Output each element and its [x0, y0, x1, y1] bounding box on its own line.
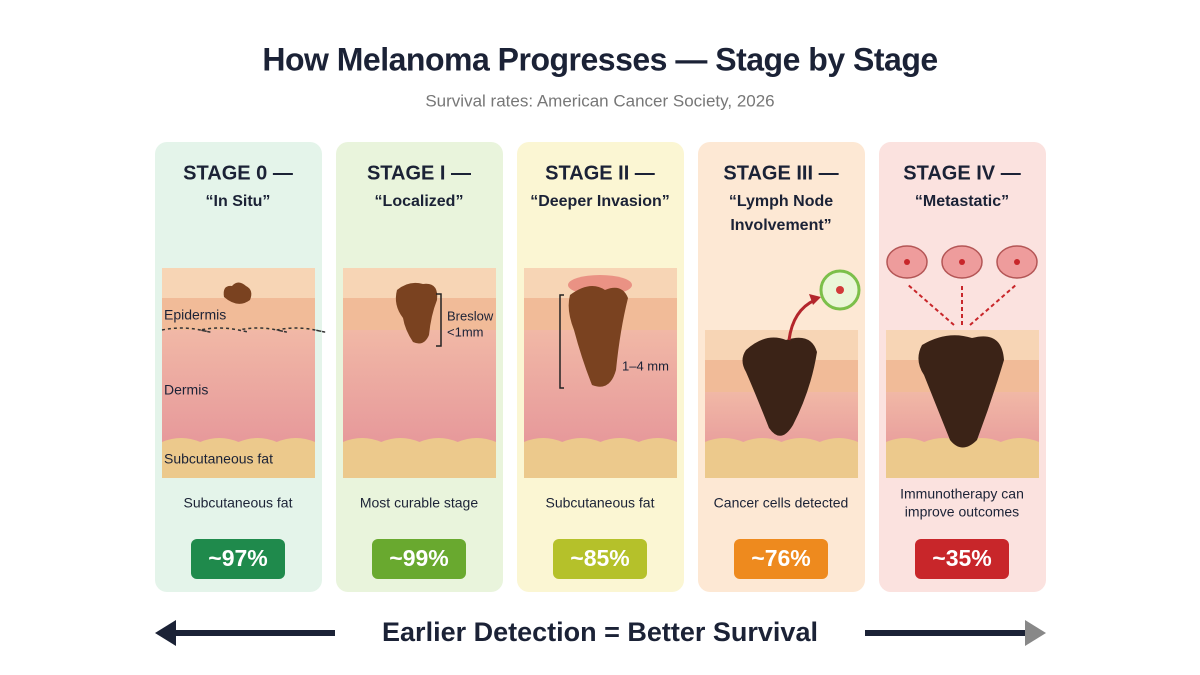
- spread-arrow: [787, 298, 816, 341]
- tumor: [918, 335, 1004, 448]
- stage-card: STAGE 0 — “In Situ” Epidermis Dermis Subcuta…: [155, 142, 326, 592]
- tumor: [223, 282, 252, 304]
- tumor: [742, 337, 817, 436]
- tumor: [395, 282, 438, 344]
- fat-layer: [705, 438, 858, 478]
- layer-label: Dermis: [164, 382, 208, 398]
- survival-rate: ~76%: [751, 545, 810, 571]
- stage-name: “In Situ”: [206, 193, 271, 210]
- stage-card: STAGE I — “Localized” Breslow<1mm Most cura…: [336, 142, 503, 592]
- stage-heading: STAGE 0 —: [183, 162, 293, 184]
- tumor: [568, 286, 628, 387]
- stage-card: STAGE II — “Deeper Invasion” 1–4 mm Subcuta…: [517, 142, 684, 592]
- survival-rate: ~85%: [570, 545, 629, 571]
- stage-name: “Localized”: [375, 193, 464, 210]
- survival-badge: [915, 539, 1009, 579]
- fat-layer: [524, 438, 677, 478]
- survival-badge: [734, 539, 828, 579]
- depth-label: 1–4 mm: [622, 358, 669, 373]
- caption: Subcutaneous fat: [184, 495, 293, 511]
- caption: Immunotherapy can: [900, 486, 1024, 502]
- metastasis-arrow: [906, 283, 955, 326]
- stage-heading: STAGE III —: [723, 162, 838, 184]
- stage-name: “Deeper Invasion”: [530, 193, 670, 210]
- stage-card: STAGE III — “Lymph Node Involvement” Cancer…: [698, 142, 865, 592]
- depth-label: Breslow: [447, 308, 494, 323]
- stage-name: Involvement”: [730, 217, 831, 234]
- caption: Most curable stage: [360, 495, 478, 511]
- depth-label: <1mm: [447, 324, 483, 339]
- boundary-dots: [161, 327, 326, 333]
- survival-rate: ~97%: [208, 545, 267, 571]
- layer-label: Subcutaneous fat: [164, 451, 273, 467]
- survival-badge: [372, 539, 466, 579]
- survival-badge: [191, 539, 285, 579]
- survival-rate: ~99%: [389, 545, 448, 571]
- title: How Melanoma Progresses — Stage by Stage: [262, 41, 937, 77]
- stage-heading: STAGE II —: [545, 162, 655, 184]
- organ-spot: [959, 259, 965, 265]
- survival-badge: [553, 539, 647, 579]
- organ-spot: [1014, 259, 1020, 265]
- stage-name: “Metastatic”: [915, 193, 1009, 210]
- stage-name: “Lymph Node: [729, 193, 833, 210]
- footer-text: Earlier Detection = Better Survival: [382, 617, 818, 647]
- stage-heading: STAGE IV —: [903, 162, 1020, 184]
- arrow-head: [809, 294, 821, 305]
- organ-spot: [904, 259, 910, 265]
- depth-bracket: [436, 293, 442, 347]
- metastasis-arrow: [969, 283, 1018, 326]
- caption: improve outcomes: [905, 504, 1019, 520]
- caption: Subcutaneous fat: [546, 495, 655, 511]
- fat-layer: [162, 438, 315, 478]
- lymph-cell: [836, 286, 844, 294]
- stage-card: STAGE IV — “Metastatic” Immunotherapy can i…: [879, 142, 1046, 592]
- depth-bracket: [559, 294, 564, 389]
- fat-layer: [886, 438, 1039, 478]
- fat-layer: [343, 438, 496, 478]
- survival-rate: ~35%: [932, 545, 991, 571]
- subtitle: Survival rates: American Cancer Society,…: [425, 91, 774, 110]
- caption: Cancer cells detected: [714, 495, 849, 511]
- stage-heading: STAGE I —: [367, 162, 471, 184]
- layer-label: Epidermis: [164, 307, 226, 323]
- footer-arrow: [155, 620, 1046, 646]
